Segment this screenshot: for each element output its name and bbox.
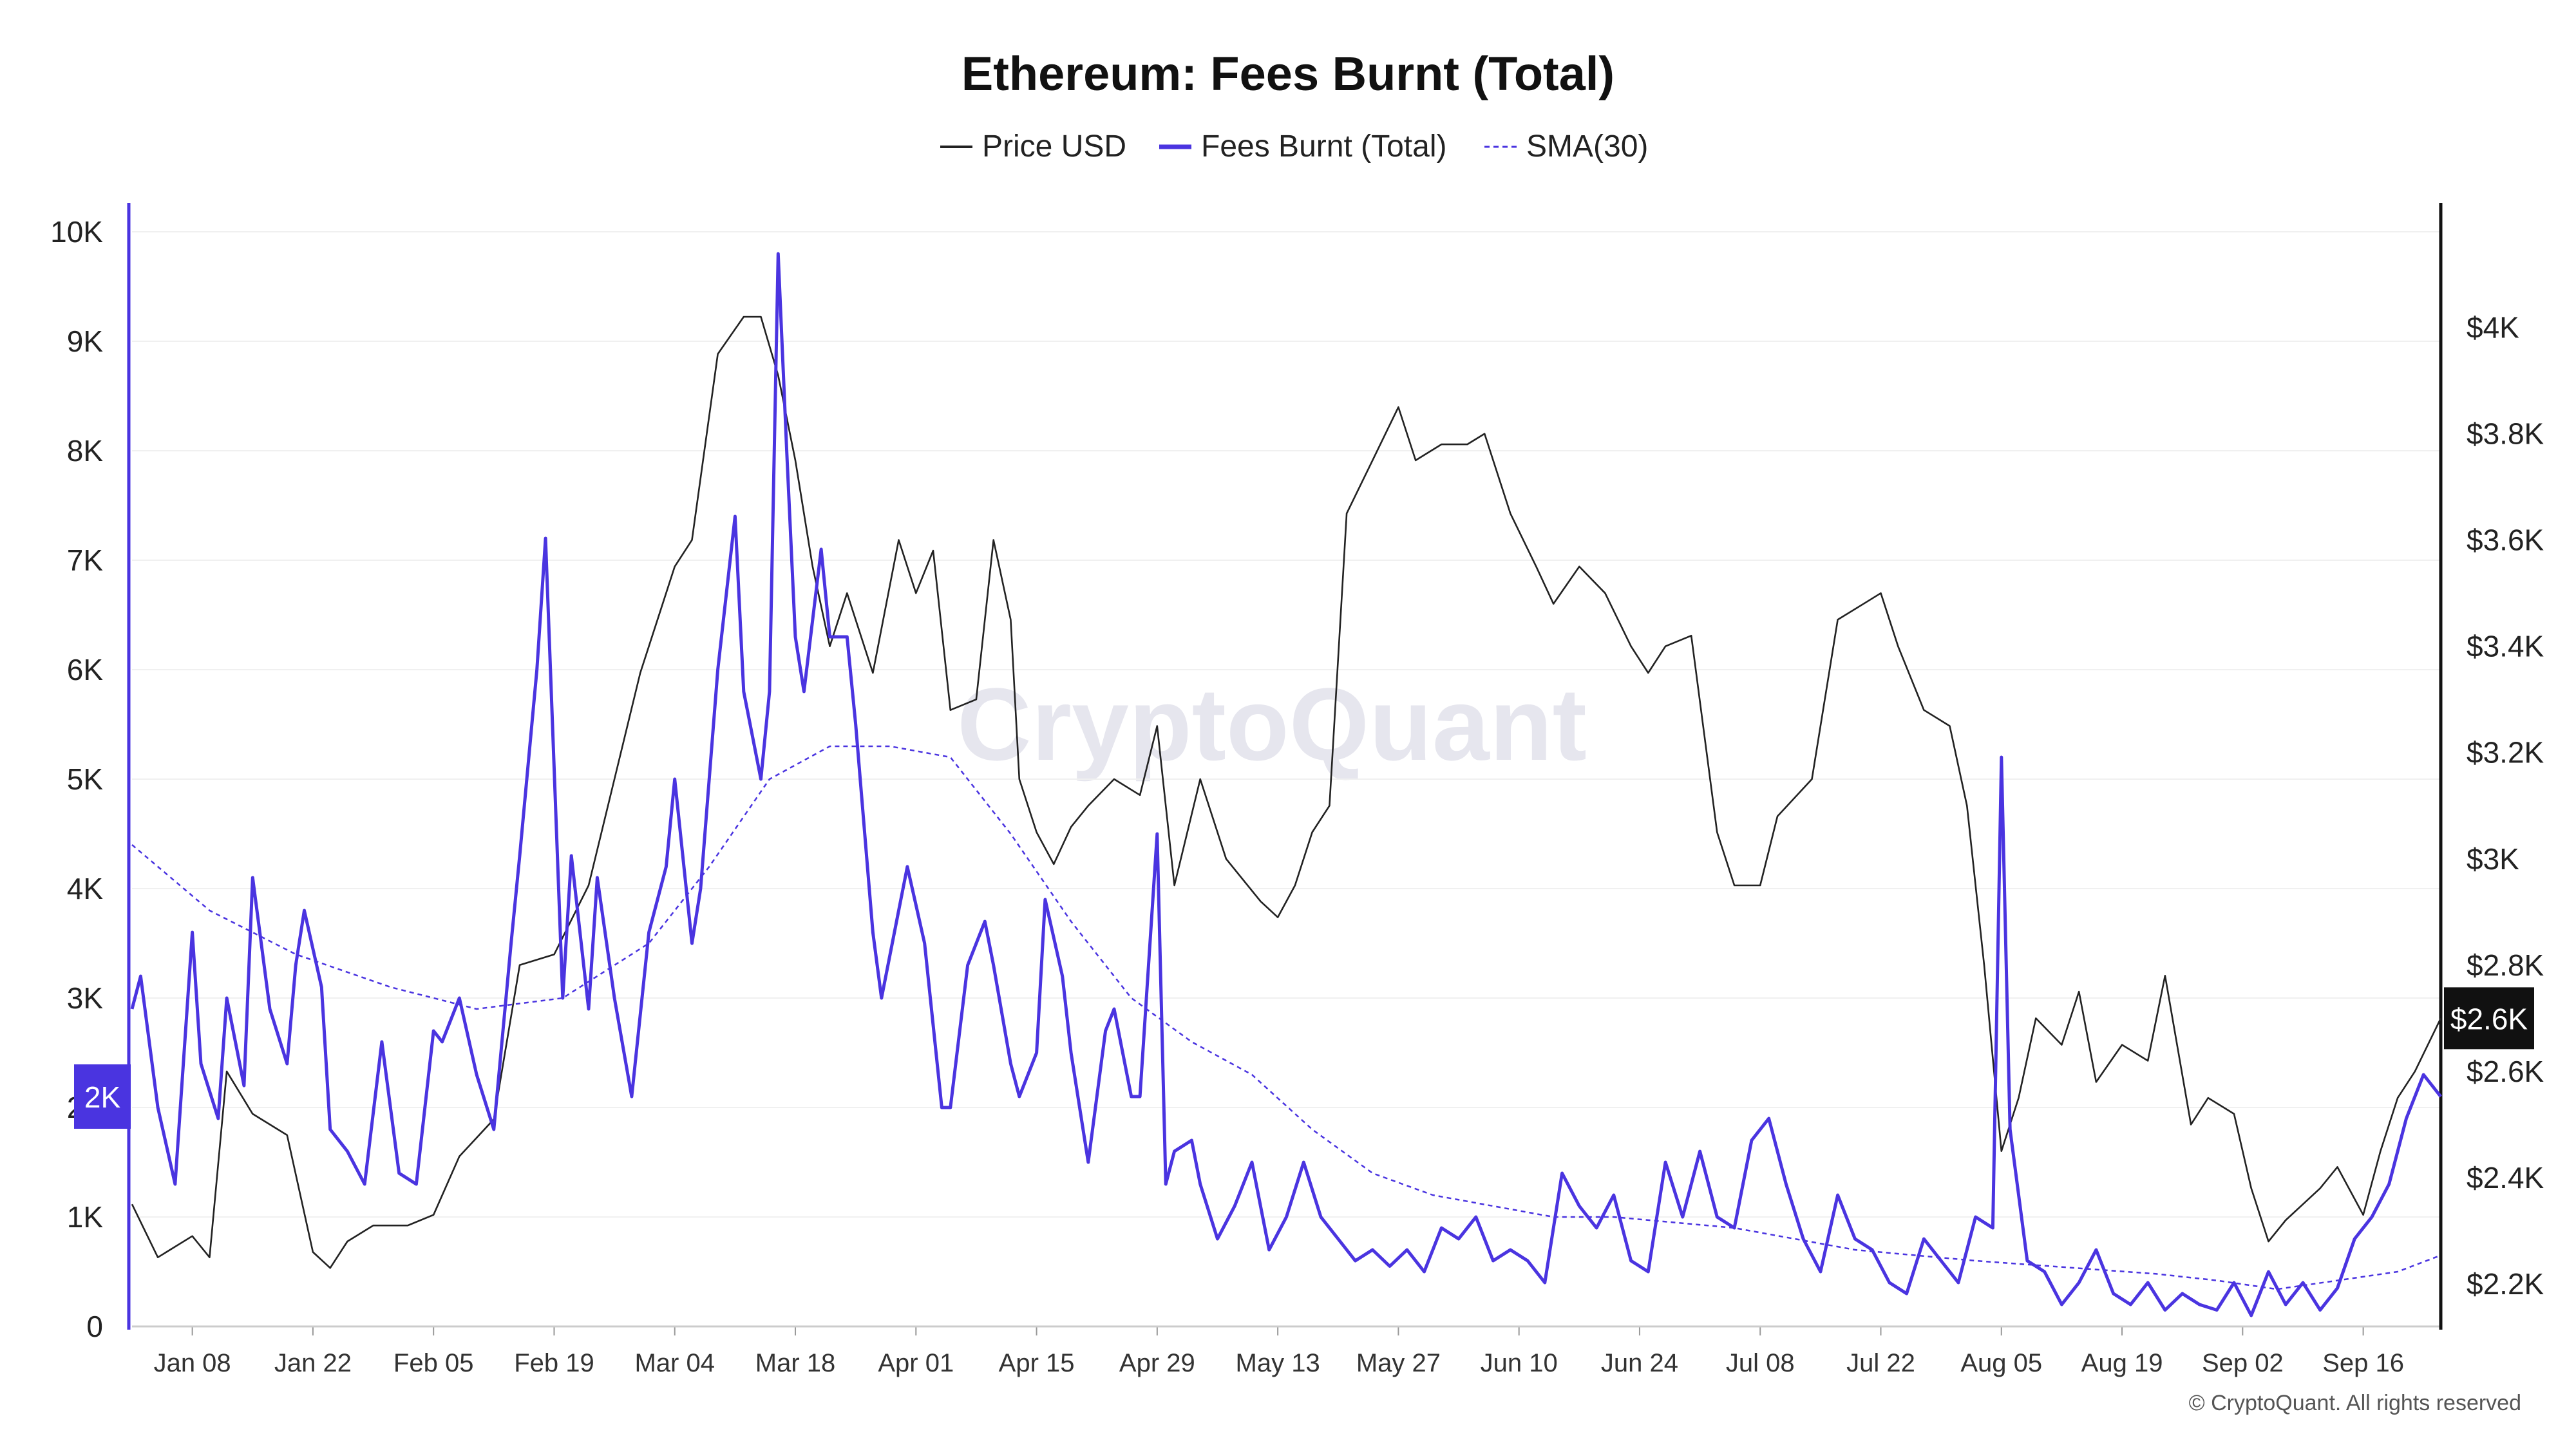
y-right-tick-label: $2.2K xyxy=(2467,1267,2544,1301)
y-left-tick-label: 5K xyxy=(67,762,104,796)
legend: Price USD Fees Burnt (Total) SMA(30) xyxy=(940,129,1648,164)
legend-price-label: Price USD xyxy=(982,129,1126,164)
x-tick-label: Jan 08 xyxy=(154,1349,231,1377)
x-tick-label: Jul 22 xyxy=(1846,1349,1915,1377)
y-left-tick-label: 0 xyxy=(86,1310,103,1343)
x-tick-label: Mar 18 xyxy=(755,1349,836,1377)
y-left-tick-label: 6K xyxy=(67,653,104,686)
y-right-tick-label: $4K xyxy=(2467,311,2519,344)
x-tick-label: Jul 08 xyxy=(1726,1349,1795,1377)
x-tick-label: May 27 xyxy=(1356,1349,1441,1377)
y-right-tick-label: $3.2K xyxy=(2467,736,2544,769)
current-fees-tag-label: 2K xyxy=(84,1080,121,1114)
current-price-tag xyxy=(2444,987,2534,1050)
x-tick-label: Apr 15 xyxy=(999,1349,1075,1377)
axes: 0 1K 2K 3K 4K 5K 6K 7K 8K 9K 10K $2.2K $2.4K $2.6K $2.… xyxy=(50,203,2544,1377)
current-fees-tag xyxy=(74,1064,131,1129)
chart-title: Ethereum: Fees Burnt (Total) xyxy=(961,47,1615,100)
series-sma30 xyxy=(131,745,2441,1290)
y-right-tick-label: $3.6K xyxy=(2467,523,2544,557)
y-right-tick-label: $2.4K xyxy=(2467,1161,2544,1194)
y-left-tick-label: 7K xyxy=(67,543,104,577)
x-tick-label: Sep 02 xyxy=(2202,1349,2284,1377)
y-left-tick-label: 10K xyxy=(50,215,103,249)
y-right-tick-label: $2.8K xyxy=(2467,948,2544,982)
legend-fees-label: Fees Burnt (Total) xyxy=(1201,129,1446,164)
x-tick-label: Apr 29 xyxy=(1119,1349,1195,1377)
current-price-tag-label: $2.6K xyxy=(2450,1002,2528,1035)
x-tick-label: Aug 19 xyxy=(2081,1349,2163,1377)
y-left-tick-label: 9K xyxy=(67,325,104,358)
x-tick-label: Sep 16 xyxy=(2322,1349,2404,1377)
series-price-usd xyxy=(131,316,2442,1269)
x-tick-label: Feb 05 xyxy=(393,1349,474,1377)
watermark-text: CryptoQuant xyxy=(957,666,1587,782)
y-right-tick-label: $3K xyxy=(2467,842,2519,876)
y-left-tick-label: 4K xyxy=(67,872,104,905)
y-left-tick-label: 8K xyxy=(67,434,104,467)
x-tick-label: Apr 01 xyxy=(878,1349,954,1377)
y-right-tick-label: $3.4K xyxy=(2467,630,2544,663)
y-left-tick-label: 3K xyxy=(67,981,104,1015)
series-fees-burnt xyxy=(130,252,2442,1317)
x-tick-label: May 13 xyxy=(1236,1349,1320,1377)
legend-sma-label: SMA(30) xyxy=(1526,129,1648,164)
x-tick-label: Mar 04 xyxy=(634,1349,715,1377)
value-tags: 2K $2.6K xyxy=(74,987,2534,1129)
x-tick-label: Jun 10 xyxy=(1481,1349,1558,1377)
series-group xyxy=(130,252,2442,1317)
copyright-text: © CryptoQuant. All rights reserved xyxy=(2189,1391,2521,1415)
y-right-tick-label: $2.6K xyxy=(2467,1055,2544,1088)
x-tick-label: Aug 05 xyxy=(1960,1349,2042,1377)
y-right-tick-label: $3.8K xyxy=(2467,417,2544,451)
x-tick-label: Feb 19 xyxy=(514,1349,594,1377)
x-tick-label: Jun 24 xyxy=(1601,1349,1678,1377)
x-tick-label: Jan 22 xyxy=(274,1349,352,1377)
grid xyxy=(132,231,2441,1327)
y-left-tick-label: 1K xyxy=(67,1200,104,1234)
